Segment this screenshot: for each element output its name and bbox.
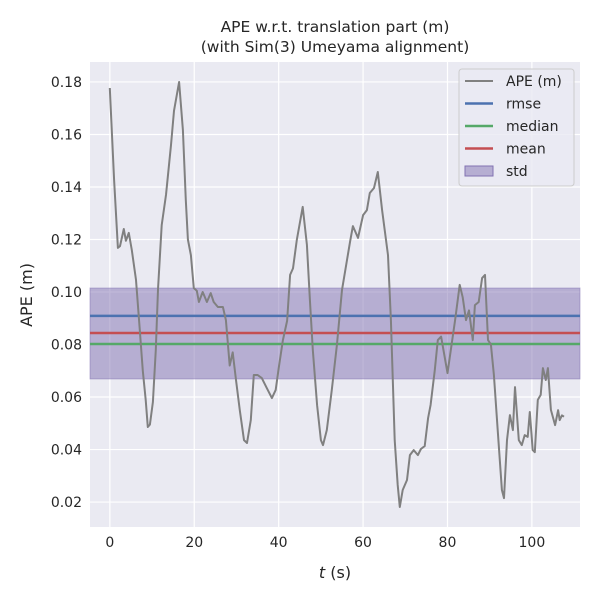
legend: APE (m) rmse median mean std <box>458 68 575 187</box>
y-axis-label: APE (m) <box>17 263 36 327</box>
legend-label-ape: APE (m) <box>506 74 562 90</box>
legend-label-std: std <box>506 164 528 180</box>
legend-swatch-std <box>464 165 494 177</box>
y-tick-label: 0.10 <box>51 285 82 301</box>
y-tick-label: 0.16 <box>51 127 82 143</box>
x-tick-label: 100 <box>519 535 546 551</box>
y-tick-label: 0.12 <box>51 232 82 248</box>
y-tick-label: 0.08 <box>51 338 82 354</box>
y-tick-labels: 0.02 0.04 0.06 0.08 0.10 0.12 0.14 0.16 0.18 <box>51 75 82 511</box>
y-tick-label: 0.18 <box>51 75 82 91</box>
x-tick-label: 80 <box>439 535 457 551</box>
x-tick-label: 60 <box>354 535 372 551</box>
legend-label-rmse: rmse <box>506 97 541 113</box>
y-tick-label: 0.14 <box>51 180 82 196</box>
series <box>108 81 565 508</box>
x-tick-label: 20 <box>185 535 203 551</box>
legend-label-median: median <box>506 119 558 135</box>
x-tick-labels: 0 20 40 60 80 100 <box>105 535 545 551</box>
x-tick-label: 40 <box>270 535 288 551</box>
chart-title: APE w.r.t. translation part (m) <box>221 18 450 36</box>
ape-series-line <box>108 81 565 508</box>
x-axis-var: t <box>319 563 326 582</box>
y-tick-label: 0.04 <box>51 443 82 459</box>
y-tick-label: 0.06 <box>51 390 82 406</box>
x-axis-unit: (s) <box>325 563 351 582</box>
legend-label-mean: mean <box>506 142 546 158</box>
chart-subtitle: (with Sim(3) Umeyama alignment) <box>201 38 470 56</box>
x-axis-label: t (s) <box>319 563 351 582</box>
legend-box <box>458 68 575 187</box>
x-tick-label: 0 <box>105 535 114 551</box>
y-tick-label: 0.02 <box>51 495 82 511</box>
